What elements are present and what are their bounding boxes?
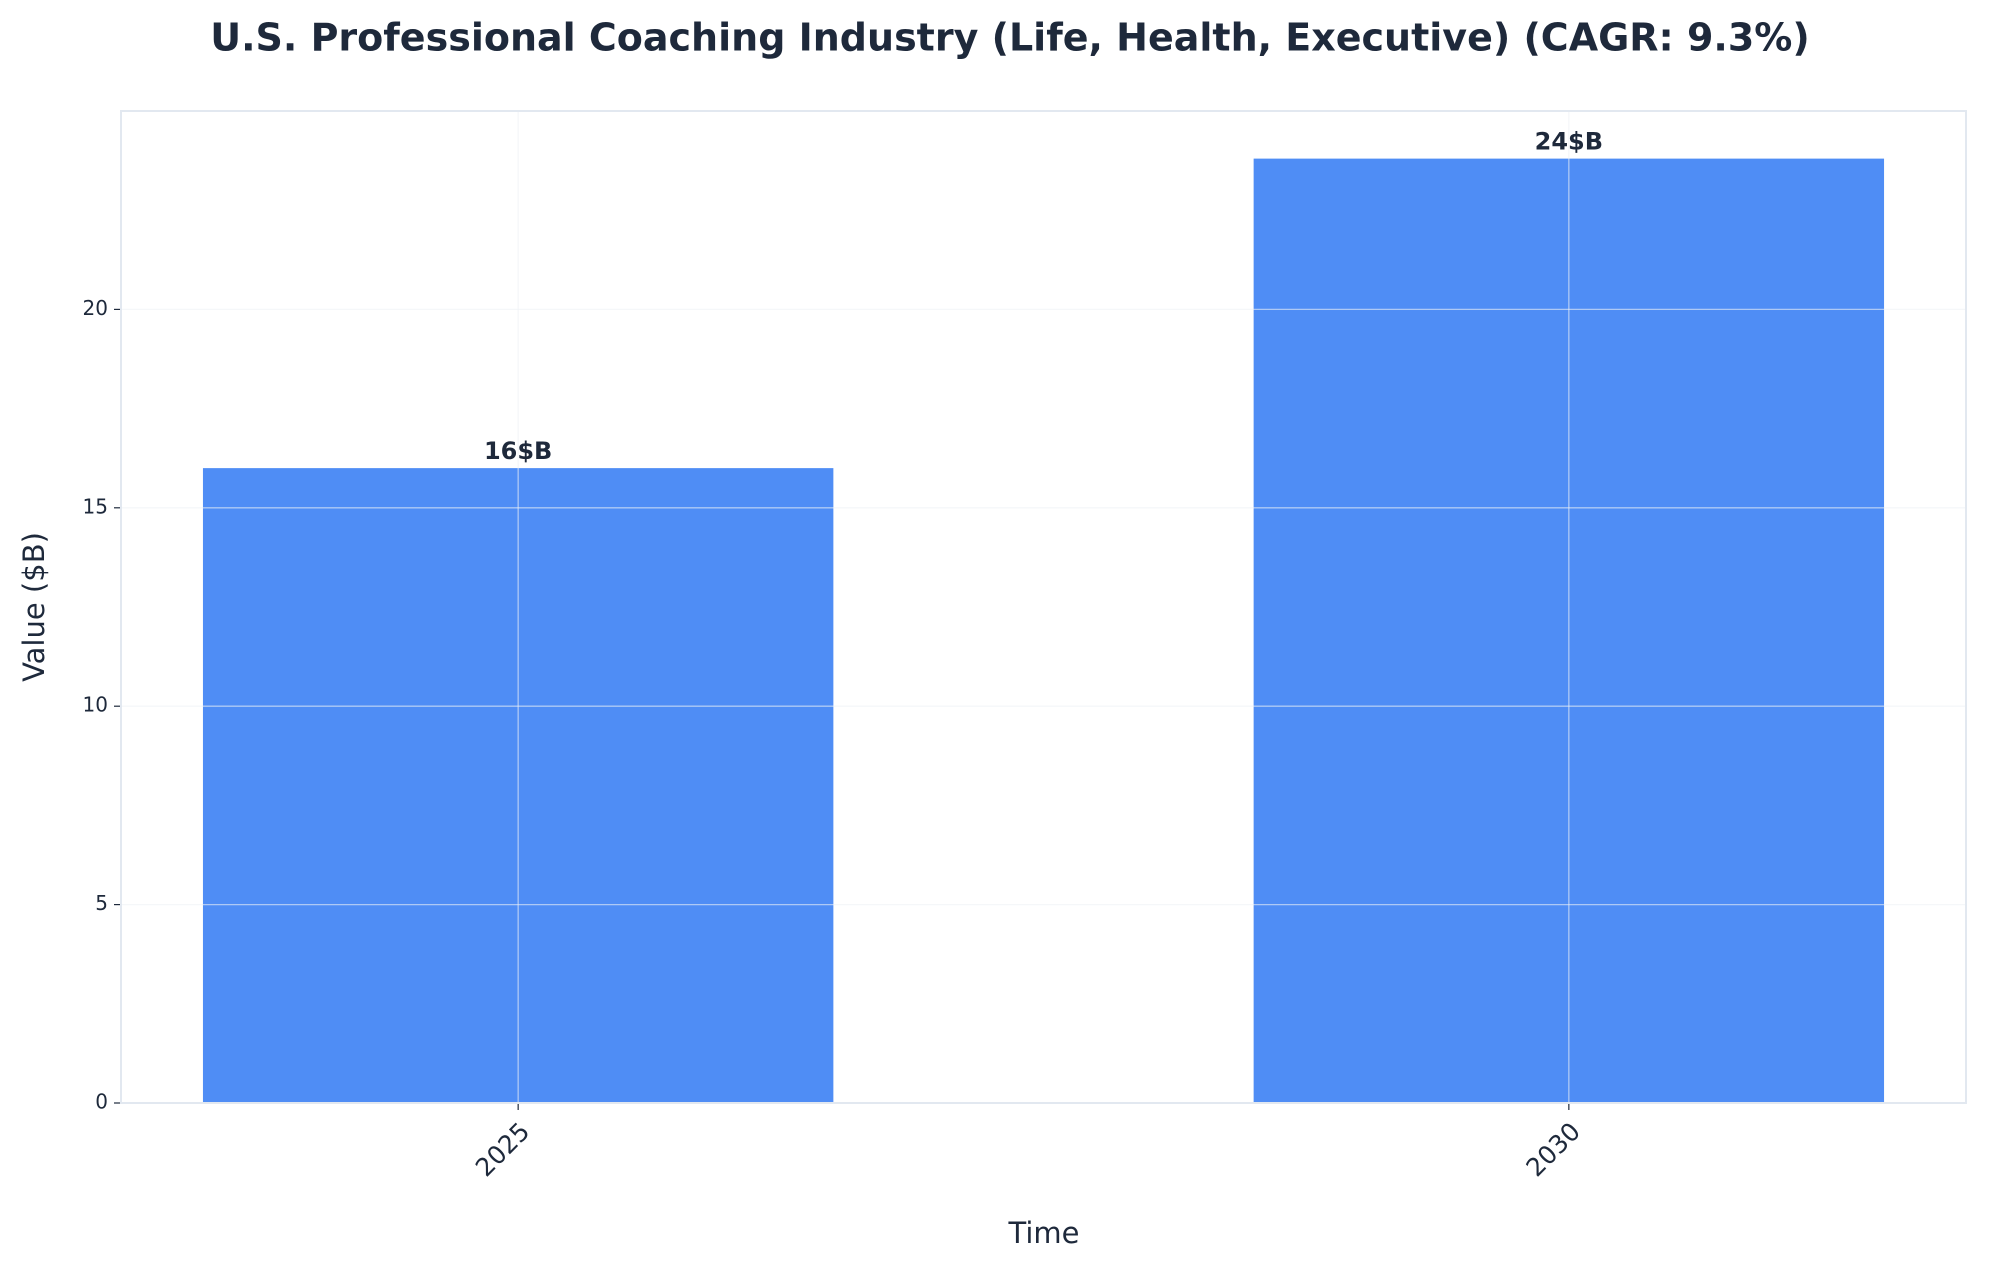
plot-frame	[120, 110, 1967, 1104]
y-tick-label: 10	[83, 693, 108, 717]
value-label: 16$B	[484, 437, 552, 465]
y-axis-label: Value ($B)	[17, 532, 51, 682]
value-label: 24$B	[1535, 128, 1603, 156]
x-axis-label: Time	[1008, 1216, 1080, 1250]
y-tick-label: 20	[83, 296, 108, 320]
y-tick-label: 15	[83, 494, 108, 518]
chart-title: U.S. Professional Coaching Industry (Lif…	[210, 16, 1810, 60]
y-tick-label: 0	[95, 1090, 108, 1114]
y-tick-label: 5	[95, 891, 108, 915]
